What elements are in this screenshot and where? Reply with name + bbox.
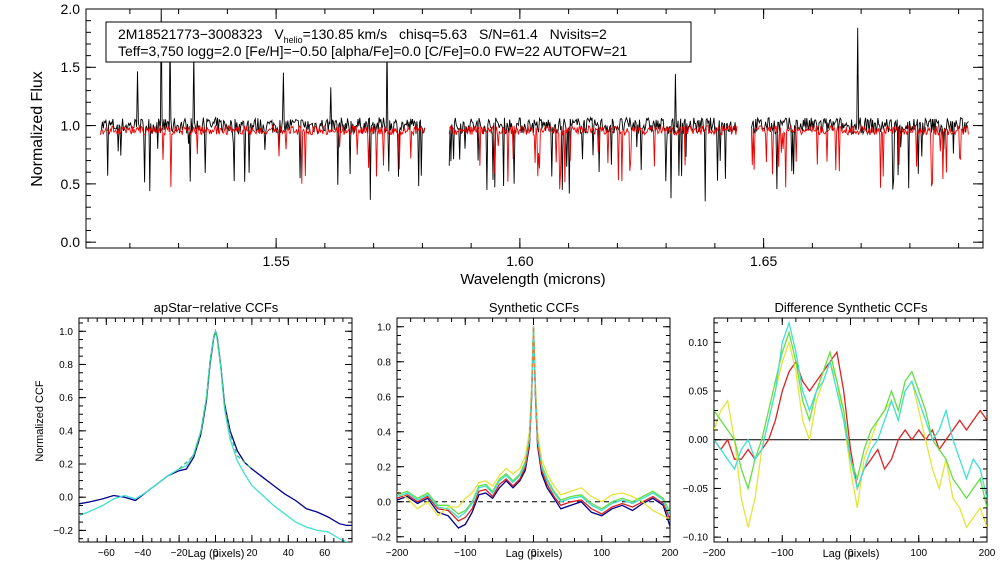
difference-ccf-x-axis-label: Lag (pixels) (823, 548, 880, 560)
apstar-ccf-x-tick-label: −40 (134, 548, 151, 559)
spectrum-y-tick-label: 0.0 (61, 234, 81, 250)
spectrum-series-observed-segment (448, 73, 738, 202)
synthetic-ccf-x-tick-label: −100 (454, 548, 477, 559)
synthetic-ccf-x-tick-label: 0 (531, 548, 537, 559)
spectrum-annotation-box: 2M18521773−3008323 Vhelio=130.85 km/s ch… (105, 21, 692, 63)
apstar-ccf-panel: apStar−relative CCFs −60 −40 −20 0 20 40 60 −0.… (34, 300, 353, 560)
annotation-vhelio-subscript: helio (284, 35, 303, 45)
synthetic-ccf-y-tick-label: 0.0 (377, 497, 391, 508)
synthetic-ccf-y-tick-label: 0.4 (377, 427, 391, 438)
synthetic-ccf-x-axis-label: Lag (pixels) (506, 548, 563, 560)
apstar-ccf-y-tick-label: 1.0 (59, 327, 73, 338)
spectrum-x-axis-label: Wavelength (microns) (460, 271, 605, 288)
synthetic-ccf-x-tick-label: 200 (662, 548, 679, 559)
synthetic-ccf-series-orange (524, 326, 543, 469)
spectrum-y-tick-label: 1.0 (61, 117, 81, 133)
apstar-ccf-x-tick-label: −60 (98, 548, 115, 559)
difference-ccf-series-yellow (714, 339, 987, 529)
spectrum-y-tick-label: 0.5 (61, 176, 81, 192)
annotation-vhelio-value: =130.85 km/s (303, 26, 387, 42)
synthetic-ccf-y-tick-label: 0.8 (377, 357, 391, 368)
difference-ccf-x-tick-label: 0 (848, 548, 854, 559)
apstar-ccf-y-tick-label: 0.0 (59, 493, 73, 504)
synthetic-ccf-axes: −200 −100 0 100 200 −0.2 0.0 0.2 0.4 0.6 0.8 1.0 (371, 317, 679, 559)
spectrum-series-model-segment (100, 124, 426, 188)
difference-ccf-y-tick-label: 0.05 (689, 387, 709, 398)
synthetic-ccf-panel: Synthetic CCFs −200 −100 0 100 200 −0.2 0.0 0.2… (371, 300, 679, 560)
annotation-frame (105, 21, 692, 63)
annotation-vhelio-label: V (274, 26, 284, 42)
synthetic-ccf-y-tick-label: 0.6 (377, 392, 391, 403)
annotation-line-2: Teff=3,750 logg=2.0 [Fe/H]=−0.50 [alpha/… (118, 43, 627, 59)
spectrum-series-model-segment (750, 124, 969, 188)
apstar-ccf-x-tick-label: 60 (319, 548, 331, 559)
synthetic-ccf-x-tick-label: 100 (593, 548, 610, 559)
spectrum-axes: 1.55 1.60 1.65 0.0 0.5 1.0 1.5 2.0 (61, 1, 983, 269)
difference-ccf-y-tick-label: 0.00 (689, 435, 709, 446)
spectrum-x-tick-label: 1.65 (750, 253, 777, 269)
apstar-ccf-x-tick-label: −20 (171, 548, 188, 559)
apstar-ccf-y-axis-label: Normalized CCF (34, 380, 46, 462)
apstar-ccf-x-tick-label: 20 (246, 548, 258, 559)
difference-ccf-series-cyan (714, 320, 987, 499)
synthetic-ccf-title: Synthetic CCFs (489, 300, 580, 315)
apstar-ccf-title: apStar−relative CCFs (154, 300, 279, 315)
apstar-ccf-x-axis-label: Lag (pixels) (188, 548, 245, 560)
annotation-sn: S/N=61.4 (479, 26, 538, 42)
difference-ccf-x-tick-label: −200 (703, 548, 726, 559)
annotation-nvisits: Nvisits=2 (550, 26, 607, 42)
apstar-ccf-y-tick-label: 0.4 (59, 426, 73, 437)
difference-ccf-axes: −200 −100 0 100 200 −0.10 −0.05 0.00 0.05 0.10 (683, 318, 996, 559)
synthetic-ccf-y-tick-label: −0.2 (371, 532, 391, 543)
difference-ccf-y-tick-label: −0.10 (683, 533, 709, 544)
difference-ccf-x-tick-label: −100 (771, 548, 794, 559)
spectrum-x-tick-label: 1.55 (263, 253, 290, 269)
apstar-ccf-axes: −60 −40 −20 0 20 40 60 −0.2 0.0 0.2 0.4 0.6 0.8 1.0 (53, 318, 353, 559)
spectrum-y-tick-label: 1.5 (61, 59, 81, 75)
difference-ccf-y-tick-label: 0.10 (689, 338, 709, 349)
annotation-chisq: chisq=5.63 (399, 26, 467, 42)
apstar-ccf-y-tick-label: 0.6 (59, 393, 73, 404)
spectrum-y-axis-label: Normalized Flux (29, 71, 46, 187)
difference-ccf-panel: Difference Synthetic CCFs −200 −100 0 100 20… (683, 300, 996, 560)
synthetic-ccf-series-group (397, 326, 670, 529)
difference-ccf-x-tick-label: 100 (910, 548, 927, 559)
spectrum-series-group (100, 9, 969, 202)
spectrum-x-tick-label: 1.60 (506, 253, 533, 269)
spectrum-series-model-segment (448, 124, 738, 190)
difference-ccf-x-tick-label: 200 (979, 548, 996, 559)
apstar-ccf-x-tick-label: 40 (283, 548, 295, 559)
spectrum-plot-frame (85, 8, 984, 249)
apstar-ccf-x-tick-label: 0 (213, 548, 219, 559)
difference-ccf-y-tick-label: −0.05 (683, 484, 709, 495)
synthetic-ccf-x-tick-label: −200 (386, 548, 409, 559)
spectrum-y-tick-label: 2.0 (61, 1, 81, 17)
apstar-ccf-series-visit-3 (178, 328, 253, 470)
difference-ccf-title: Difference Synthetic CCFs (775, 300, 928, 315)
spectrum-panel: 1.55 1.60 1.65 0.0 0.5 1.0 1.5 2.0 Wavelength (… (29, 1, 984, 288)
synthetic-ccf-y-tick-label: 1.0 (377, 322, 391, 333)
annotation-line-1: 2M18521773−3008323 Vhelio=130.85 km/s ch… (118, 26, 607, 45)
difference-ccf-series-group (714, 320, 987, 529)
apstar-ccf-y-tick-label: 0.8 (59, 360, 73, 371)
apstar-ccf-series-group (79, 328, 352, 542)
annotation-star-id: 2M18521773−3008323 (118, 26, 263, 42)
apstar-ccf-y-tick-label: 0.2 (59, 460, 73, 471)
apstar-ccf-y-tick-label: −0.2 (53, 526, 73, 537)
synthetic-ccf-y-tick-label: 0.2 (377, 462, 391, 473)
